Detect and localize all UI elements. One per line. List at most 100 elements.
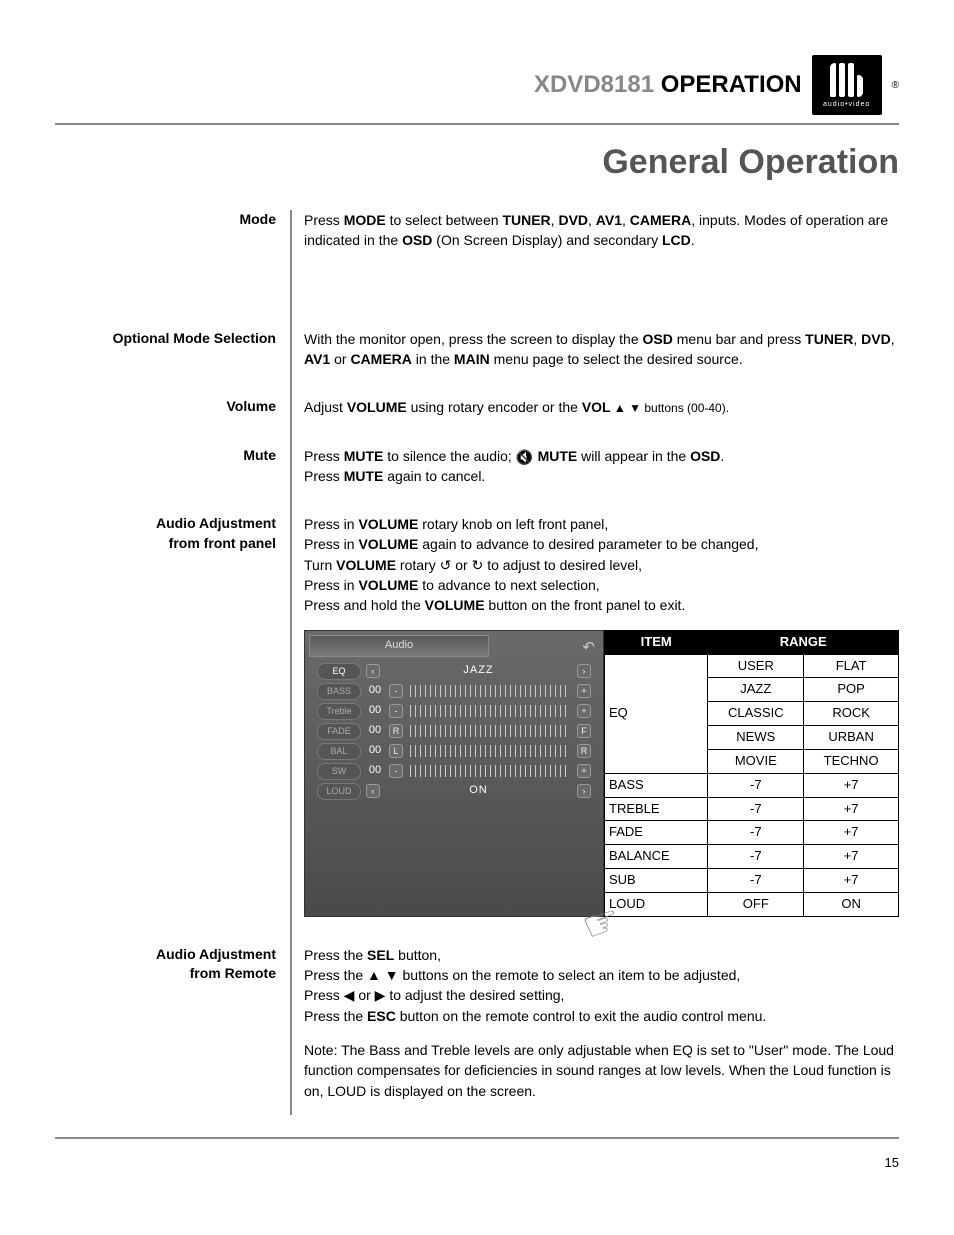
- t: Press the: [304, 947, 367, 963]
- slider-ticks: [410, 685, 570, 697]
- t: VOLUME: [358, 516, 418, 532]
- t: OSD: [690, 448, 720, 464]
- audio-value: 00: [366, 683, 384, 699]
- t: OSD: [643, 331, 673, 347]
- content-grid: Mode Press MODE to select between TUNER,…: [55, 210, 899, 1115]
- audio-row-bass: BASS 00- +: [317, 683, 591, 700]
- table-cell: TREBLE: [605, 797, 708, 821]
- label-adj-remote-2: from Remote: [55, 964, 276, 984]
- t: Press: [304, 448, 344, 464]
- t: ,: [588, 212, 596, 228]
- table-cell: +7: [804, 773, 899, 797]
- table-cell: -7: [708, 869, 804, 893]
- t: rotary knob on left front panel,: [418, 516, 608, 532]
- label-optional: Optional Mode Selection: [55, 329, 276, 349]
- t: With the monitor open, press the screen …: [304, 331, 643, 347]
- t: AV1: [304, 351, 330, 367]
- t: MUTE: [344, 468, 384, 484]
- plus-icon: +: [577, 684, 591, 698]
- t: MODE: [344, 212, 386, 228]
- t: LCD: [662, 232, 691, 248]
- audio-row-bal: BAL00LR: [317, 743, 591, 760]
- audio-row-eq: EQ‹JAZZ›: [317, 663, 591, 680]
- audio-pill: BASS: [317, 683, 361, 700]
- t: to silence the audio;: [383, 448, 515, 464]
- section-adj-remote: Audio Adjustment from Remote Press the S…: [55, 945, 899, 1101]
- t: or: [330, 351, 350, 367]
- audio-pill: EQ: [317, 663, 361, 680]
- slider-ticks: [410, 725, 570, 737]
- next-icon: ›: [577, 664, 591, 678]
- table-cell: JAZZ: [708, 678, 804, 702]
- table-cell: SUB: [605, 869, 708, 893]
- table-cell: URBAN: [804, 726, 899, 750]
- t: MUTE: [538, 448, 578, 464]
- t: to select between: [386, 212, 503, 228]
- th-item: ITEM: [605, 630, 708, 654]
- table-cell: NEWS: [708, 726, 804, 750]
- body-adj-front: Press in VOLUME rotary knob on left fron…: [290, 514, 899, 917]
- t: VOLUME: [358, 536, 418, 552]
- note-text: Note: The Bass and Treble levels are onl…: [304, 1042, 894, 1099]
- table-cell: BALANCE: [605, 845, 708, 869]
- label-adj-remote-1: Audio Adjustment: [55, 945, 276, 965]
- footer-rule: [55, 1137, 899, 1139]
- slider-ticks: [410, 765, 570, 777]
- minus-icon: -: [389, 684, 403, 698]
- table-cell: MOVIE: [708, 749, 804, 773]
- table-cell: LOUD: [605, 892, 708, 916]
- t: MAIN: [454, 351, 490, 367]
- range-table: ITEM RANGE EQUSERFLATJAZZPOPCLASSICROCKN…: [604, 630, 899, 917]
- table-cell: +7: [804, 797, 899, 821]
- t: to advance to next selection,: [418, 577, 599, 593]
- t: Press: [304, 212, 344, 228]
- audio-pill: LOUD: [317, 783, 361, 800]
- t: Press ◀ or ▶ to adjust the desired setti…: [304, 987, 564, 1003]
- audio-value: 00: [366, 763, 384, 779]
- table-cell: -7: [708, 821, 804, 845]
- audio-row-treble: Treble00-+: [317, 703, 591, 720]
- audio-value: 00: [366, 703, 384, 719]
- next-icon: ›: [577, 784, 591, 798]
- header-word: OPERATION: [661, 71, 802, 98]
- t: VOLUME: [336, 557, 396, 573]
- table-cell: POP: [804, 678, 899, 702]
- t: Press the ▲ ▼ buttons on the remote to s…: [304, 967, 740, 983]
- t: MUTE: [344, 448, 384, 464]
- t: rotary ↺ or ↻ to adjust to desired level…: [396, 557, 642, 573]
- t: (On Screen Display) and secondary: [432, 232, 662, 248]
- vertical-rule: [290, 210, 292, 1115]
- t: Press: [304, 468, 344, 484]
- t: DVD: [861, 331, 891, 347]
- header-title: XDVD8181 OPERATION: [534, 71, 802, 99]
- t: button on the remote control to exit the…: [396, 1008, 766, 1024]
- brand-logo: audio•video: [812, 55, 882, 115]
- audio-row-fade: FADE00RF: [317, 723, 591, 740]
- label-volume: Volume: [55, 397, 276, 417]
- minus-icon: R: [389, 724, 403, 738]
- table-cell: CLASSIC: [708, 702, 804, 726]
- body-mute: Press MUTE to silence the audio; MUTE wi…: [290, 446, 899, 487]
- header-model: XDVD8181: [534, 71, 654, 98]
- label-mode: Mode: [55, 210, 276, 230]
- table-cell: USER: [708, 654, 804, 678]
- slider-ticks: [410, 705, 570, 717]
- label-adj-front-2: from front panel: [55, 534, 276, 554]
- t: TUNER: [502, 212, 550, 228]
- t: ▲ ▼ buttons (00-40).: [611, 401, 729, 415]
- t: ,: [622, 212, 630, 228]
- t: .: [720, 448, 724, 464]
- th-range: RANGE: [708, 630, 899, 654]
- body-mode: Press MODE to select between TUNER, DVD,…: [290, 210, 899, 251]
- audio-value: 00: [366, 723, 384, 739]
- table-cell: FLAT: [804, 654, 899, 678]
- audio-value: ON: [385, 783, 572, 799]
- table-cell: -7: [708, 797, 804, 821]
- section-adj-front: Audio Adjustment from front panel Press …: [55, 514, 899, 917]
- table-cell: FADE: [605, 821, 708, 845]
- audio-pill: Treble: [317, 703, 361, 720]
- t: Adjust: [304, 399, 347, 415]
- page-title: General Operation: [55, 143, 899, 182]
- t: ESC: [367, 1008, 396, 1024]
- t: SEL: [367, 947, 394, 963]
